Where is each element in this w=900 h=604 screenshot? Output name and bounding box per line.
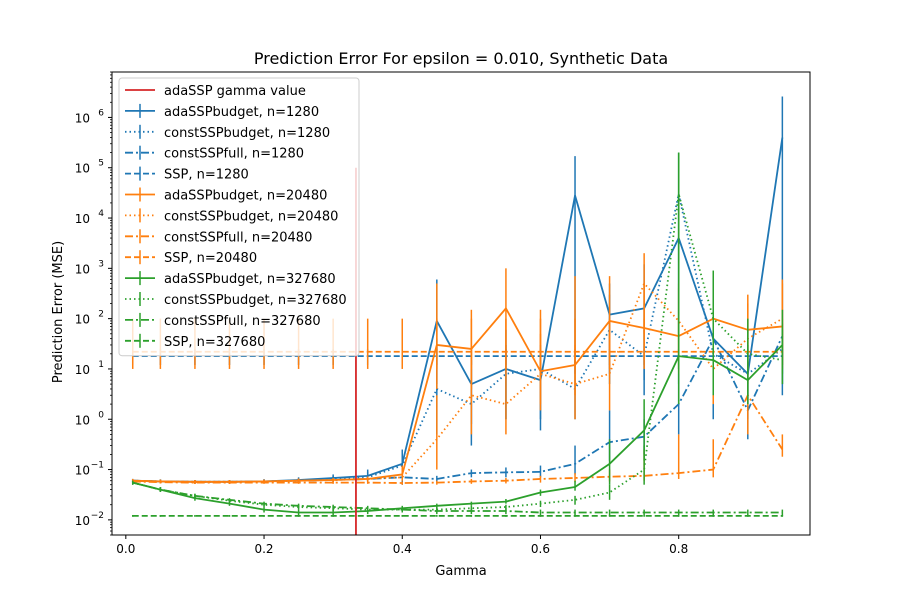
y-tick-exponent: 2 <box>98 310 104 320</box>
y-tick-label: 10 <box>75 313 90 327</box>
x-axis-label: Gamma <box>435 564 486 579</box>
y-tick-label: 10 <box>75 363 90 377</box>
legend-label: adaSSPbudget, n=20480 <box>164 189 327 204</box>
chart-title: Prediction Error For epsilon = 0.010, Sy… <box>254 49 668 68</box>
legend-label: constSSPbudget, n=327680 <box>164 293 347 308</box>
legend-label: constSSPfull, n=20480 <box>164 230 312 245</box>
legend-label: constSSPfull, n=1280 <box>164 147 304 162</box>
y-tick-exponent: −2 <box>91 511 104 521</box>
y-tick-exponent: 0 <box>98 410 104 420</box>
legend-label: constSSPbudget, n=1280 <box>164 126 330 141</box>
series-line <box>132 394 784 484</box>
x-tick-label: 0.8 <box>669 542 688 556</box>
y-tick-exponent: −1 <box>91 461 104 471</box>
legend-box <box>118 77 360 357</box>
y-tick-label: 10 <box>75 413 90 427</box>
legend-label: constSSPbudget, n=20480 <box>164 209 338 224</box>
series-line <box>132 193 783 483</box>
y-axis-label: Prediction Error (MSE) <box>51 241 66 383</box>
y-tick-label: 10 <box>75 464 90 478</box>
y-tick-label: 10 <box>75 111 90 125</box>
legend-label: SSP, n=327680 <box>164 335 265 350</box>
legend-label: adaSSPbudget, n=327680 <box>164 272 336 287</box>
series-11 <box>131 514 784 517</box>
x-tick-label: 0.0 <box>116 542 135 556</box>
y-tick-exponent: 1 <box>98 360 104 370</box>
y-tick-exponent: 5 <box>98 159 104 169</box>
y-tick-exponent: 4 <box>98 209 104 219</box>
series-10 <box>131 480 784 516</box>
y-tick-exponent: 6 <box>98 108 104 118</box>
y-tick-label: 10 <box>75 262 90 276</box>
series-line <box>132 344 784 514</box>
x-tick-label: 0.2 <box>254 542 273 556</box>
y-tick-label: 10 <box>75 212 90 226</box>
legend-label: SSP, n=20480 <box>164 251 257 266</box>
x-tick-label: 0.4 <box>393 542 412 556</box>
y-tick-exponent: 3 <box>98 259 104 269</box>
x-tick-label: 0.6 <box>531 542 550 556</box>
series-line <box>132 193 783 511</box>
legend-label: adaSSPbudget, n=1280 <box>164 105 319 120</box>
legend: adaSSP gamma value adaSSPbudget, n=1280 co… <box>118 77 360 357</box>
legend-label: adaSSP gamma value <box>164 84 306 99</box>
series-line <box>132 481 783 514</box>
legend-label: SSP, n=1280 <box>164 168 249 183</box>
y-tick-label: 10 <box>75 514 90 528</box>
legend-label: constSSPfull, n=327680 <box>164 314 321 329</box>
y-tick-label: 10 <box>75 162 90 176</box>
